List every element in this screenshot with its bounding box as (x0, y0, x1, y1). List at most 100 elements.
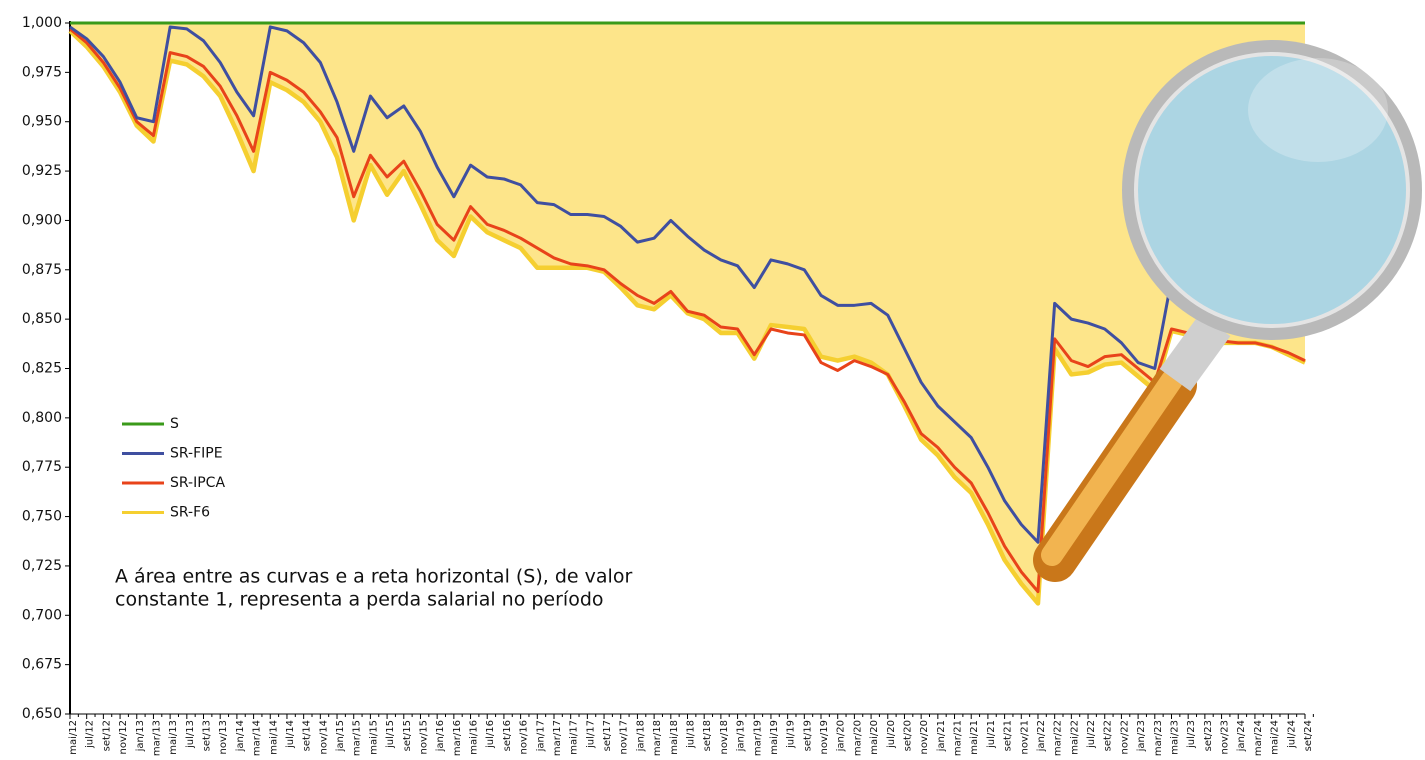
x-tick-label: jul/17 (585, 720, 596, 749)
x-tick-label: jan/13 (135, 720, 146, 752)
x-tick-label: set/24 (1303, 720, 1314, 751)
x-tick-label: jan/16 (435, 720, 446, 752)
x-tick-label: mar/20 (852, 720, 863, 756)
y-tick-label: 0,850 (22, 311, 62, 327)
x-tick-label: nov/20 (919, 720, 930, 754)
y-tick-label: 0,975 (22, 64, 62, 80)
y-tick-label: 1,000 (22, 15, 62, 31)
x-tick-label: mar/21 (953, 720, 964, 756)
x-tick-label: mai/23 (1169, 720, 1180, 755)
x-tick-label: mar/13 (151, 720, 162, 756)
y-tick-label: 0,800 (22, 410, 62, 426)
x-tick-label: nov/13 (218, 720, 229, 754)
x-tick-label: jan/24 (1236, 720, 1247, 752)
x-tick-label: mar/22 (1053, 720, 1064, 756)
legend-label: SR-FIPE (170, 446, 223, 462)
x-tick-label: jul/12 (85, 720, 96, 749)
y-tick-label: 0,875 (22, 262, 62, 278)
x-tick-label: jul/18 (686, 720, 697, 749)
x-tick-label: jul/15 (385, 720, 396, 749)
x-tick-label: mar/23 (1153, 720, 1164, 756)
x-tick-label: nov/17 (619, 720, 630, 754)
x-tick-label: nov/15 (418, 720, 429, 754)
x-tick-label: mar/18 (652, 720, 663, 756)
x-tick-label: jan/20 (836, 720, 847, 752)
x-tick-label: jul/24 (1286, 720, 1297, 749)
x-tick-label: nov/22 (1119, 720, 1130, 754)
x-tick-label: mai/17 (569, 720, 580, 755)
annotation: A área entre as curvas e a reta horizont… (115, 566, 632, 588)
x-tick-label: jan/15 (335, 720, 346, 752)
x-tick-label: jul/13 (185, 720, 196, 749)
x-tick-label: set/23 (1203, 720, 1214, 751)
legend-label: SR-F6 (170, 505, 210, 521)
x-tick-label: set/12 (101, 720, 112, 751)
x-tick-label: mar/24 (1253, 720, 1264, 756)
x-tick-label: nov/14 (318, 720, 329, 754)
x-tick-label: mai/22 (1069, 720, 1080, 755)
x-tick-label: mar/16 (452, 720, 463, 756)
y-tick-label: 0,775 (22, 459, 62, 475)
x-tick-label: nov/18 (719, 720, 730, 754)
lens-glare (1248, 58, 1388, 162)
x-tick-label: mai/16 (469, 720, 480, 755)
x-tick-label: set/19 (802, 720, 813, 751)
y-tick-label: 0,750 (22, 509, 62, 525)
x-tick-label: jul/14 (285, 720, 296, 749)
x-tick-label: set/20 (902, 720, 913, 751)
x-tick-label: jul/22 (1086, 720, 1097, 749)
x-tick-label: jan/19 (736, 720, 747, 752)
y-tick-label: 0,900 (22, 212, 62, 228)
x-tick-label: mai/12 (68, 720, 79, 755)
x-tick-label: jul/19 (786, 720, 797, 749)
legend-label: SR-IPCA (170, 475, 225, 491)
x-tick-label: mai/20 (869, 720, 880, 755)
x-tick-label: set/18 (702, 720, 713, 751)
x-tick-label: jan/14 (235, 720, 246, 752)
magnifier-handle-highlight (1052, 380, 1172, 555)
x-tick-label: jan/21 (936, 720, 947, 752)
y-tick-label: 0,700 (22, 607, 62, 623)
x-tick-label: mai/21 (969, 720, 980, 755)
y-tick-label: 0,650 (22, 706, 62, 722)
chart: 0,650 0,675 0,700 0,725 0,750 0,775 0,800 0,825… (0, 0, 1425, 760)
x-tick-label: mai/13 (168, 720, 179, 755)
x-tick-label: jan/22 (1036, 720, 1047, 752)
x-tick-label: mar/14 (252, 720, 263, 756)
x-tick-label: mai/24 (1270, 720, 1281, 755)
x-tick-label: jul/16 (485, 720, 496, 749)
x-tick-label: set/22 (1103, 720, 1114, 751)
annotation: constante 1, representa a perda salarial… (115, 589, 604, 611)
x-tick-label: set/16 (502, 720, 513, 751)
x-tick-label: jul/23 (1186, 720, 1197, 749)
x-tick-label: set/13 (202, 720, 213, 751)
x-tick-label: jul/21 (986, 720, 997, 749)
x-tick-label: nov/16 (519, 720, 530, 754)
x-tick-label: mai/19 (769, 720, 780, 755)
x-tick-label: mar/19 (752, 720, 763, 756)
x-tick-label: set/15 (402, 720, 413, 751)
y-tick-label: 0,925 (22, 163, 62, 179)
x-tick-label: mai/14 (268, 720, 279, 755)
x-tick-label: jan/17 (535, 720, 546, 752)
x-tick-label: jan/23 (1136, 720, 1147, 752)
x-tick-label: set/21 (1003, 720, 1014, 751)
x-tick-label: jul/20 (886, 720, 897, 749)
x-tick-label: mai/15 (368, 720, 379, 755)
y-tick-label: 0,725 (22, 558, 62, 574)
x-tick-label: nov/19 (819, 720, 830, 754)
x-tick-label: nov/21 (1019, 720, 1030, 754)
x-tick-label: set/17 (602, 720, 613, 751)
x-tick-label: nov/23 (1220, 720, 1231, 754)
plot-area: 0,650 0,675 0,700 0,725 0,750 0,775 0,800 0,825… (22, 15, 1314, 756)
y-tick-label: 0,825 (22, 361, 62, 377)
x-tick-label: mar/17 (552, 720, 563, 756)
x-tick-label: mar/15 (352, 720, 363, 756)
y-tick-label: 0,675 (22, 657, 62, 673)
x-tick-label: mai/18 (669, 720, 680, 755)
y-tick-label: 0,950 (22, 114, 62, 130)
x-tick-label: jan/18 (635, 720, 646, 752)
x-tick-label: set/14 (302, 720, 313, 751)
x-tick-label: nov/12 (118, 720, 129, 754)
legend-label: S (170, 416, 179, 432)
